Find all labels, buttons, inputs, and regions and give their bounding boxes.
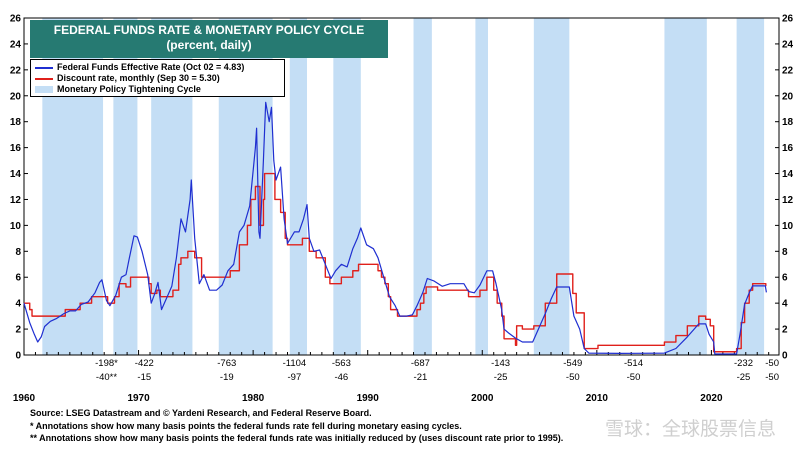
x-tick-label-2010: 2010 — [586, 393, 609, 404]
annotation-bottom-0: -40** — [96, 372, 117, 383]
tightening-band-6 — [413, 18, 432, 355]
annotation-bottom-2: -19 — [220, 372, 234, 383]
footnotes: Source: LSEG Datastream and © Yardeni Re… — [30, 407, 563, 445]
annotation-bottom-10: -50 — [765, 372, 779, 383]
watermark: 雪球：全球股票信息 — [604, 418, 776, 440]
legend-label-tightening: Monetary Policy Tightening Cycle — [57, 84, 201, 94]
tightening-band-5 — [333, 18, 361, 355]
y-tick-label-left-10: 10 — [10, 221, 22, 232]
y-tick-label-right-26: 26 — [782, 14, 794, 25]
annotation-top-4: -563 — [332, 358, 351, 369]
annotation-bottom-7: -50 — [566, 372, 580, 383]
x-tick-label-1990: 1990 — [357, 393, 380, 404]
series-lines — [23, 101, 767, 355]
legend-item-discount: Discount rate, monthly (Sep 30 = 5.30) — [35, 73, 220, 84]
legend-item-tightening: Monetary Policy Tightening Cycle — [35, 84, 201, 95]
x-tick-label-1970: 1970 — [127, 393, 150, 404]
y-tick-label-left-20: 20 — [10, 91, 22, 102]
annotation-bottom-3: -97 — [288, 372, 302, 383]
x-tick-label-1980: 1980 — [242, 393, 265, 404]
y-tick-label-right-8: 8 — [782, 247, 788, 258]
annotation-top-6: -143 — [491, 358, 510, 369]
y-tick-label-right-2: 2 — [782, 325, 788, 336]
tightening-band-10 — [736, 18, 765, 355]
chart-title: FEDERAL FUNDS RATE & MONETARY POLICY CYC… — [53, 23, 365, 37]
y-tick-label-right-12: 12 — [782, 195, 794, 206]
y-tick-label-left-6: 6 — [15, 273, 21, 284]
y-tick-label-right-18: 18 — [782, 117, 794, 128]
y-tick-label-left-24: 24 — [10, 39, 22, 50]
y-tick-label-left-16: 16 — [10, 143, 22, 154]
annotation-bottom-1: -15 — [137, 372, 151, 383]
x-tick-label-1960: 1960 — [13, 393, 36, 404]
annotation-top-5: -687 — [411, 358, 430, 369]
easing-annotations: -198* -40** -422 -15 -763 -19 -1104 -97 -563 -46 -… — [95, 358, 779, 383]
series-line-fed-funds — [23, 101, 767, 355]
legend-swatch-tightening — [35, 86, 53, 94]
y-tick-label-right-10: 10 — [782, 221, 794, 232]
y-tick-label-left-26: 26 — [10, 14, 22, 25]
annotation-top-3: -1104 — [283, 358, 307, 369]
y-tick-label-right-22: 22 — [782, 65, 794, 76]
annotation-top-8: -514 — [624, 358, 643, 369]
annotation-bottom-5: -21 — [414, 372, 428, 383]
annotation-top-10: -50 — [765, 358, 779, 369]
y-tick-label-left-18: 18 — [10, 117, 22, 128]
plot-border — [23, 17, 780, 356]
x-axis: 1960 1970 1980 1990 2000 2010 2020 — [13, 350, 770, 404]
annotation-top-7: -549 — [563, 358, 582, 369]
y-tick-label-right-20: 20 — [782, 91, 794, 102]
annotation-top-9: -232 — [734, 358, 753, 369]
y-tick-label-right-4: 4 — [782, 299, 788, 310]
legend-label-fed-funds: Federal Funds Effective Rate (Oct 02 = 4… — [57, 62, 245, 72]
legend: Federal Funds Effective Rate (Oct 02 = 4… — [30, 59, 285, 97]
y-tick-label-right-16: 16 — [782, 143, 794, 154]
chart-subtitle: (percent, daily) — [166, 38, 252, 52]
x-tick-label-2020: 2020 — [700, 393, 723, 404]
y-tick-label-left-22: 22 — [10, 65, 22, 76]
y-tick-label-right-24: 24 — [782, 39, 794, 50]
chart-title-box: FEDERAL FUNDS RATE & MONETARY POLICY CYC… — [30, 20, 388, 58]
tightening-band-7 — [475, 18, 488, 355]
x-tick-label-2000: 2000 — [471, 393, 494, 404]
legend-swatch-discount — [35, 77, 53, 80]
tightening-band-9 — [664, 18, 707, 355]
y-tick-label-left-4: 4 — [15, 299, 21, 310]
annotation-top-1: -422 — [135, 358, 154, 369]
annotation-top-0: -198* — [95, 358, 118, 369]
tightening-band-4 — [289, 18, 307, 355]
annotation-top-2: -763 — [217, 358, 236, 369]
y-tick-label-left-0: 0 — [15, 351, 21, 362]
y-tick-label-left-2: 2 — [15, 325, 21, 336]
y-tick-label-right-6: 6 — [782, 273, 788, 284]
y-tick-label-right-0: 0 — [782, 351, 788, 362]
y-tick-label-left-12: 12 — [10, 195, 22, 206]
annotation-bottom-8: -50 — [627, 372, 641, 383]
y-tick-label-left-14: 14 — [10, 169, 22, 180]
footnote-initial-cut: ** Annotations show how many basis point… — [30, 433, 564, 443]
legend-label-discount: Discount rate, monthly (Sep 30 = 5.30) — [57, 73, 220, 83]
footnote-easing: * Annotations show how many basis points… — [30, 420, 462, 431]
source-note: Source: LSEG Datastream and © Yardeni Re… — [30, 408, 372, 418]
annotation-bottom-4: -46 — [334, 372, 348, 383]
plot-frame — [23, 17, 780, 356]
tightening-band-8 — [533, 18, 570, 355]
y-tick-label-right-14: 14 — [782, 169, 794, 180]
legend-item-fed-funds: Federal Funds Effective Rate (Oct 02 = 4… — [35, 62, 244, 73]
annotation-bottom-9: -25 — [737, 372, 751, 383]
annotation-bottom-6: -25 — [494, 372, 508, 383]
y-tick-label-left-8: 8 — [15, 247, 21, 258]
legend-swatch-fed-funds — [35, 66, 53, 69]
